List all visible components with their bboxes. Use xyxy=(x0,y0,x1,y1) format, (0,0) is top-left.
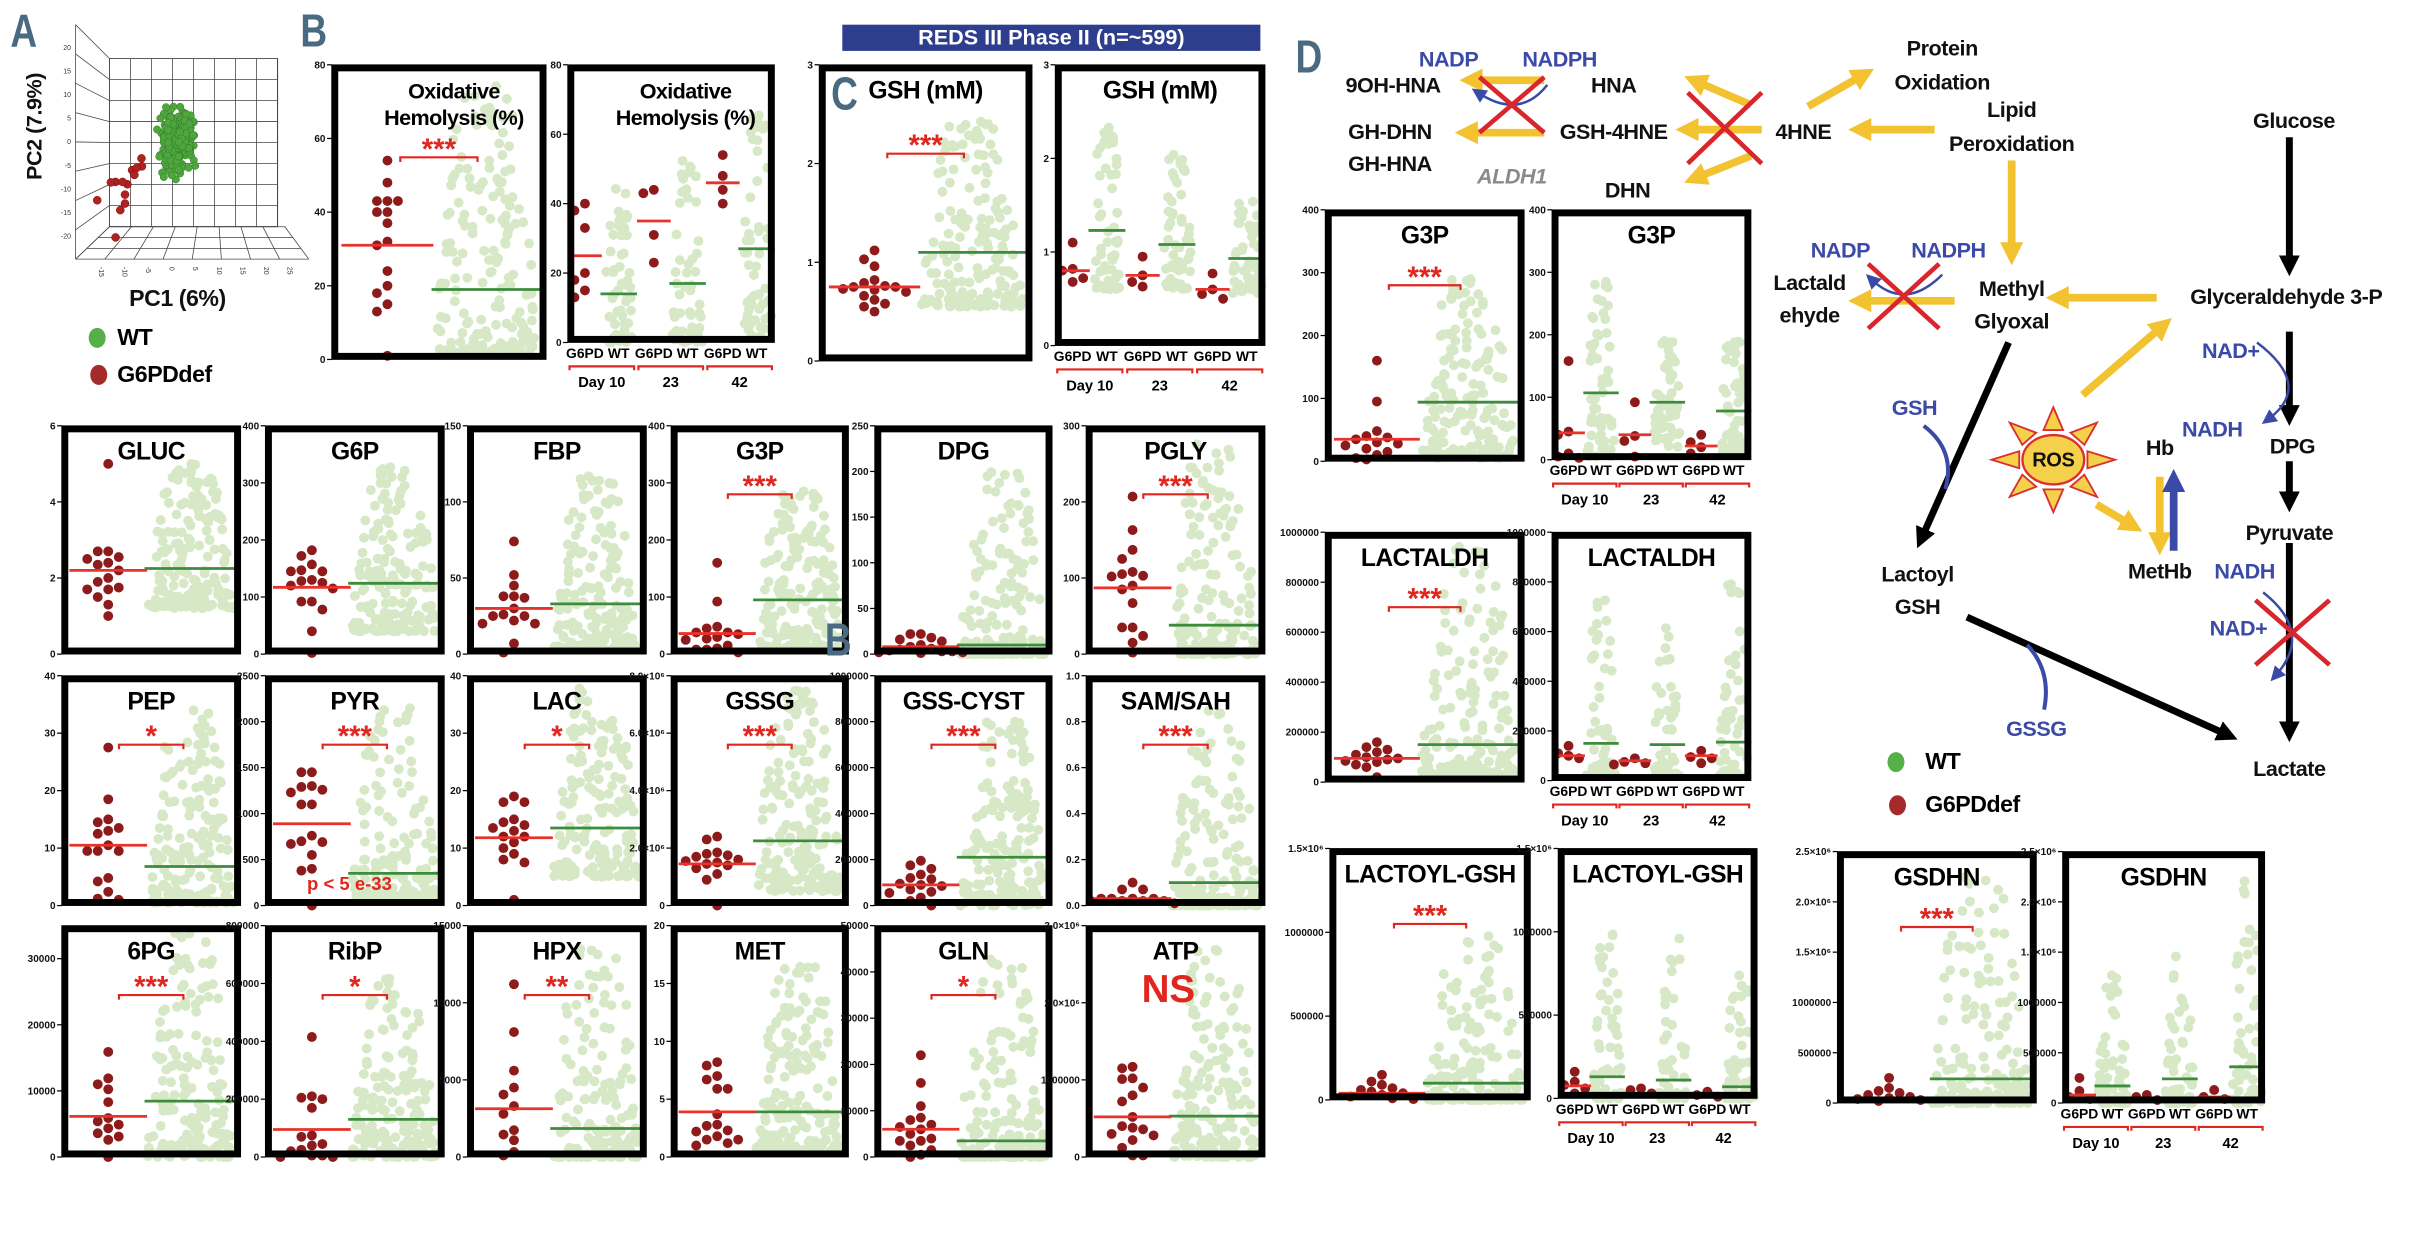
figure: A B D REDS III Phase II (n=~599) -20-15-… xyxy=(0,0,2419,1200)
